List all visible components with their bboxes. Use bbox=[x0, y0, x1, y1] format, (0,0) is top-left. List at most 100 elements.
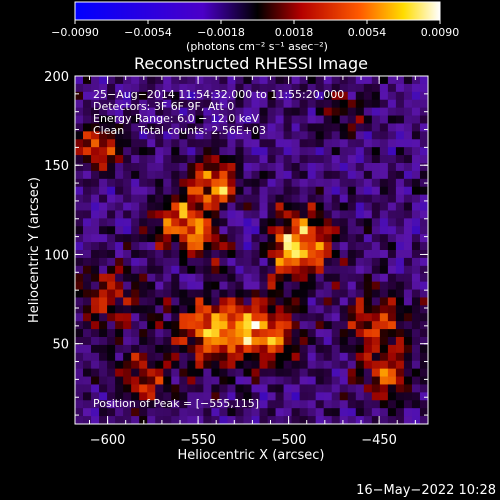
heatmap-cell bbox=[291, 170, 301, 180]
heatmap-cell bbox=[347, 313, 357, 322]
heatmap-cell bbox=[83, 250, 92, 259]
heatmap-cell bbox=[131, 234, 140, 243]
heatmap-cell bbox=[339, 155, 349, 164]
heatmap-cell bbox=[347, 186, 357, 196]
heatmap-cell bbox=[387, 321, 397, 330]
heatmap-cell bbox=[115, 107, 124, 116]
heatmap-cell bbox=[163, 115, 172, 124]
heatmap-cell bbox=[115, 408, 124, 417]
heatmap-cell bbox=[171, 392, 180, 401]
heatmap-cell bbox=[211, 91, 220, 101]
heatmap-cell bbox=[123, 416, 132, 424]
heatmap-cell bbox=[163, 107, 172, 116]
heatmap-cell bbox=[411, 257, 421, 267]
heatmap-cell bbox=[155, 360, 164, 370]
heatmap-cell bbox=[315, 265, 325, 275]
y-tick-label: 200 bbox=[44, 70, 69, 85]
heatmap-cell bbox=[307, 408, 317, 417]
heatmap-cell bbox=[163, 376, 172, 385]
heatmap-cell bbox=[267, 163, 276, 172]
heatmap-cell bbox=[155, 186, 164, 196]
heatmap-cell bbox=[75, 226, 84, 235]
heatmap-cell bbox=[403, 281, 413, 290]
heatmap-cell bbox=[243, 186, 252, 196]
heatmap-cell bbox=[283, 416, 293, 424]
heatmap-cell bbox=[307, 384, 317, 393]
heatmap-cell bbox=[163, 91, 172, 101]
heatmap-cell bbox=[323, 99, 333, 109]
heatmap-cell bbox=[355, 123, 365, 132]
heatmap-cell bbox=[395, 218, 405, 227]
heatmap-cell bbox=[107, 234, 116, 243]
heatmap-cell bbox=[187, 321, 196, 330]
heatmap-cell bbox=[387, 305, 397, 314]
heatmap-cell bbox=[347, 329, 357, 338]
heatmap-cell bbox=[371, 123, 381, 132]
heatmap-cell bbox=[219, 313, 228, 322]
heatmap-cell bbox=[283, 91, 293, 101]
heatmap-cell bbox=[283, 297, 293, 306]
heatmap-cell bbox=[323, 107, 333, 116]
heatmap-cell bbox=[179, 400, 188, 409]
heatmap-cell bbox=[299, 297, 309, 306]
heatmap-cell bbox=[163, 313, 172, 322]
heatmap-cell bbox=[403, 107, 413, 116]
heatmap-cell bbox=[371, 115, 381, 124]
heatmap-cell bbox=[203, 250, 212, 259]
heatmap-cell bbox=[331, 115, 341, 124]
heatmap-cell bbox=[323, 257, 333, 267]
heatmap-cell bbox=[147, 352, 156, 362]
heatmap-cell bbox=[323, 376, 333, 385]
heatmap-cell bbox=[251, 273, 260, 283]
heatmap-cell bbox=[211, 281, 220, 290]
heatmap-cell bbox=[251, 376, 260, 385]
heatmap-cell bbox=[147, 83, 156, 93]
heatmap-cell bbox=[411, 226, 421, 235]
heatmap-cell bbox=[251, 329, 260, 338]
heatmap-cell bbox=[323, 115, 333, 124]
heatmap-cell bbox=[179, 170, 188, 180]
heatmap-cell bbox=[331, 155, 341, 164]
heatmap-cell bbox=[411, 83, 421, 93]
heatmap-cell bbox=[259, 273, 268, 283]
heatmap-cell bbox=[99, 352, 108, 362]
heatmap-cell bbox=[203, 202, 212, 211]
heatmap-cell bbox=[347, 416, 357, 424]
heatmap-cell bbox=[75, 408, 84, 417]
heatmap-cell bbox=[339, 329, 349, 338]
heatmap-cell bbox=[203, 163, 212, 172]
heatmap-cell bbox=[331, 83, 341, 93]
heatmap-cell bbox=[331, 321, 341, 330]
heatmap-cell bbox=[307, 139, 317, 148]
heatmap-cell bbox=[123, 210, 132, 219]
heatmap-cell bbox=[339, 376, 349, 385]
heatmap-cell bbox=[379, 408, 389, 417]
heatmap-cell bbox=[259, 313, 268, 322]
heatmap-cell bbox=[379, 91, 389, 101]
heatmap-cell bbox=[187, 408, 196, 417]
heatmap-cell bbox=[107, 155, 116, 164]
heatmap-cell bbox=[155, 242, 164, 251]
heatmap-cell bbox=[403, 360, 413, 370]
heatmap-cell bbox=[131, 123, 140, 132]
heatmap-cell bbox=[363, 416, 373, 424]
heatmap-cell bbox=[323, 392, 333, 401]
heatmap-cell bbox=[259, 281, 268, 290]
heatmap-cell bbox=[163, 368, 172, 377]
heatmap-cell bbox=[411, 186, 421, 196]
heatmap-cell bbox=[219, 194, 228, 203]
heatmap-cell bbox=[307, 202, 317, 211]
heatmap-cell bbox=[395, 392, 405, 401]
heatmap-cell bbox=[315, 99, 325, 109]
heatmap-cell bbox=[227, 242, 236, 251]
heatmap-cell bbox=[147, 289, 156, 298]
heatmap-cell bbox=[363, 384, 373, 393]
heatmap-cell bbox=[155, 226, 164, 235]
heatmap-cell bbox=[243, 107, 252, 116]
heatmap-cell bbox=[75, 329, 84, 338]
heatmap-cell bbox=[75, 297, 84, 306]
heatmap-cell bbox=[123, 202, 132, 211]
heatmap-cell bbox=[227, 392, 236, 401]
heatmap-cell bbox=[115, 313, 124, 322]
heatmap-cell bbox=[411, 265, 421, 275]
